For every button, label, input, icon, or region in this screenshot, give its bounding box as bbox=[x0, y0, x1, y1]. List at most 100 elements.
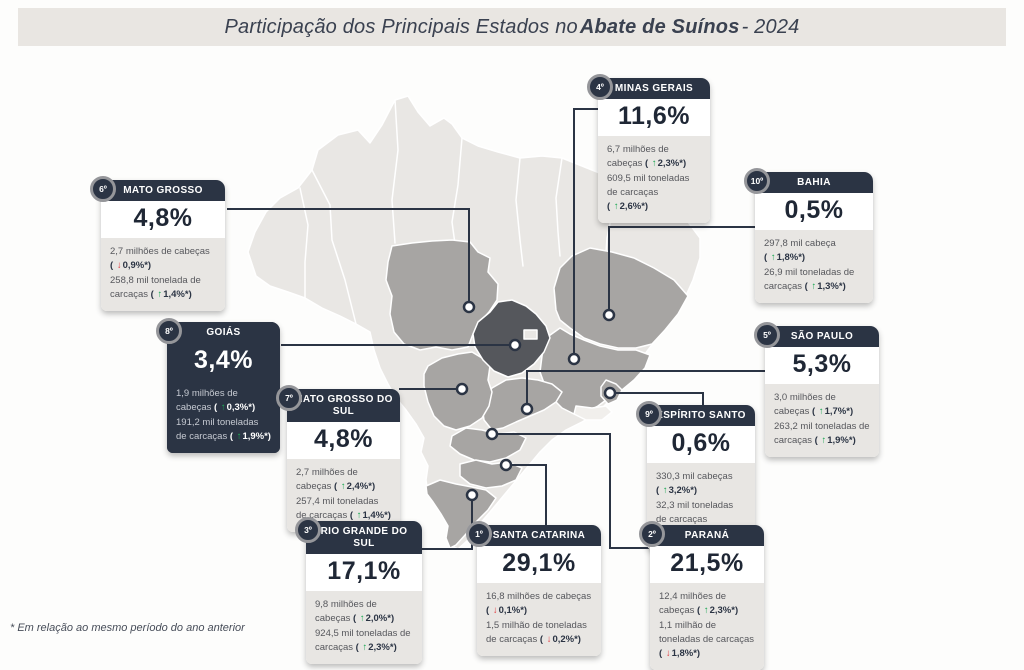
map-internal-borders bbox=[299, 99, 623, 325]
map-state-parana bbox=[449, 427, 527, 463]
state-name: GOIÁS bbox=[167, 322, 280, 343]
up-arrow-icon: ↑ bbox=[340, 481, 346, 493]
state-details: 6,7 milhões de cabeças ( ↑2,3%*) 609,5 m… bbox=[598, 136, 710, 224]
state-share: 4,8% bbox=[287, 422, 400, 459]
up-arrow-icon: ↑ bbox=[818, 406, 824, 418]
down-arrow-icon: ↓ bbox=[665, 648, 671, 659]
state-share: 5,3% bbox=[765, 347, 879, 384]
stat-heads: 6,7 milhões de cabeças ( ↑2,3%*) bbox=[607, 144, 687, 170]
state-share: 0,5% bbox=[755, 193, 873, 230]
stat-heads: 297,8 mil cabeça ( ↑1,8%*) bbox=[764, 238, 836, 264]
marker-espirito-santo bbox=[603, 386, 617, 400]
map-state-goias bbox=[472, 299, 551, 378]
state-name: PARANÁ bbox=[650, 525, 764, 546]
up-arrow-icon: ↑ bbox=[157, 288, 163, 300]
state-share: 0,6% bbox=[647, 426, 755, 463]
rank-label: 9º bbox=[645, 409, 653, 419]
state-card-goias: 8º GOIÁS 3,4% 1,9 milhões de cabeças ( ↑… bbox=[156, 318, 280, 453]
leader-espirito-santo bbox=[612, 392, 704, 406]
leader-lines bbox=[227, 108, 765, 550]
stat-carcass: 924,5 mil toneladas de carcaças ( ↑2,3%*… bbox=[315, 627, 411, 653]
state-details: 9,8 milhões de cabeças ( ↑2,0%*) 924,5 m… bbox=[306, 591, 422, 664]
marker-bahia bbox=[602, 308, 616, 322]
map-state-rio-de-janeiro bbox=[573, 405, 613, 421]
state-markers bbox=[455, 300, 617, 502]
state-name: SÃO PAULO bbox=[765, 326, 879, 347]
state-details: 16,8 milhões de cabeças ( ↓0,1%*) 1,5 mi… bbox=[477, 583, 601, 656]
rank-label: 4º bbox=[596, 82, 604, 92]
leader-mato-grosso bbox=[227, 208, 470, 307]
state-card-bahia: 10º BAHIA 0,5% 297,8 mil cabeça ( ↑1,8%*… bbox=[744, 168, 873, 303]
title-prefix: Participação dos Principais Estados no bbox=[224, 15, 578, 38]
up-arrow-icon: ↑ bbox=[613, 201, 619, 212]
stat-carcass: 191,2 mil toneladas de carcaças ( ↑1,9%*… bbox=[176, 416, 271, 442]
state-share: 29,1% bbox=[477, 546, 601, 583]
leader-parana bbox=[492, 433, 649, 549]
title-emphasis: Abate de Suínos bbox=[579, 15, 740, 38]
state-name: MATO GROSSO DO SUL bbox=[287, 389, 400, 422]
state-name: RIO GRANDE DO SUL bbox=[306, 521, 422, 554]
map-highlighted-states bbox=[385, 239, 689, 549]
rank-label: 1º bbox=[475, 529, 483, 539]
state-card-mato-grosso-do-sul: 7º MATO GROSSO DO SUL 4,8% 2,7 milhões d… bbox=[276, 385, 400, 532]
stat-heads: 3,0 milhões de cabeças ( ↑1,7%*) bbox=[774, 392, 854, 418]
up-arrow-icon: ↑ bbox=[770, 252, 776, 264]
map-state-distrito-federal bbox=[523, 329, 538, 340]
state-name: MATO GROSSO bbox=[101, 180, 225, 201]
up-arrow-icon: ↑ bbox=[811, 280, 817, 292]
rank-label: 8º bbox=[165, 326, 173, 336]
state-card-minas-gerais: 4º MINAS GERAIS 11,6% 6,7 milhões de cab… bbox=[587, 74, 710, 224]
stat-heads: 1,9 milhões de cabeças ( ↑0,3%*) bbox=[176, 388, 256, 414]
rank-badge: 9º bbox=[636, 401, 662, 427]
stat-carcass: 258,8 mil tonelada de carcaças ( ↑1,4%*) bbox=[110, 274, 201, 300]
rank-label: 10º bbox=[750, 176, 764, 186]
up-arrow-icon: ↑ bbox=[651, 158, 657, 170]
up-arrow-icon: ↑ bbox=[236, 430, 242, 442]
marker-santa-catarina bbox=[499, 458, 513, 472]
rank-label: 6º bbox=[99, 184, 107, 194]
marker-parana bbox=[485, 427, 499, 441]
marker-rio-grande-do-sul bbox=[465, 488, 479, 502]
state-card-mato-grosso: 6º MATO GROSSO 4,8% 2,7 milhões de cabeç… bbox=[90, 176, 225, 311]
rank-badge: 4º bbox=[587, 74, 613, 100]
stat-heads: 2,7 milhões de cabeças ( ↓0,9%*) bbox=[110, 246, 210, 272]
rank-badge: 8º bbox=[156, 318, 182, 344]
footnote: * Em relação ao mesmo período do ano ant… bbox=[10, 622, 245, 634]
leader-bahia bbox=[608, 226, 755, 315]
rank-badge: 10º bbox=[744, 168, 770, 194]
up-arrow-icon: ↑ bbox=[359, 613, 365, 625]
up-arrow-icon: ↑ bbox=[220, 402, 226, 414]
rank-label: 5º bbox=[763, 330, 771, 340]
marker-minas-gerais bbox=[567, 352, 581, 366]
marker-mato-grosso-do-sul bbox=[455, 382, 469, 396]
state-name: MINAS GERAIS bbox=[598, 78, 710, 99]
down-arrow-icon: ↓ bbox=[116, 260, 122, 272]
down-arrow-icon: ↓ bbox=[546, 633, 552, 645]
stat-heads: 2,7 milhões de cabeças ( ↑2,4%*) bbox=[296, 467, 376, 493]
leader-sao-paulo bbox=[526, 370, 765, 409]
state-details: 2,7 milhões de cabeças ( ↓0,9%*) 258,8 m… bbox=[101, 238, 225, 311]
rank-badge: 3º bbox=[295, 517, 321, 543]
stat-carcass: 257,4 mil toneladas de carcaças ( ↑1,4%*… bbox=[296, 495, 391, 521]
state-details: 12,4 milhões de cabeças ( ↑2,3%*) 1,1 mi… bbox=[650, 583, 764, 670]
marker-sao-paulo bbox=[520, 402, 534, 416]
state-share: 3,4% bbox=[167, 343, 280, 380]
state-details: 297,8 mil cabeça ( ↑1,8%*) 26,9 mil tone… bbox=[755, 230, 873, 303]
marker-mato-grosso bbox=[462, 300, 476, 314]
page-title: Participação dos Principais Estados no A… bbox=[18, 8, 1006, 46]
stat-carcass: 1,1 milhão de toneladas de carcaças ( ↓1… bbox=[659, 619, 755, 660]
up-arrow-icon: ↑ bbox=[821, 434, 827, 446]
leader-santa-catarina bbox=[506, 464, 547, 526]
up-arrow-icon: ↑ bbox=[703, 605, 709, 617]
state-details: 1,9 milhões de cabeças ( ↑0,3%*) 191,2 m… bbox=[167, 380, 280, 453]
leader-rio-grande-do-sul bbox=[421, 495, 473, 550]
state-details: 3,0 milhões de cabeças ( ↑1,7%*) 263,2 m… bbox=[765, 384, 879, 457]
down-arrow-icon: ↓ bbox=[492, 605, 498, 617]
state-card-parana: 2º PARANÁ 21,5% 12,4 milhões de cabeças … bbox=[639, 521, 764, 670]
stat-heads: 16,8 milhões de cabeças ( ↓0,1%*) bbox=[486, 591, 592, 617]
title-suffix: - 2024 bbox=[741, 15, 800, 38]
up-arrow-icon: ↑ bbox=[362, 641, 368, 653]
state-share: 11,6% bbox=[598, 99, 710, 136]
rank-label: 2º bbox=[648, 529, 656, 539]
up-arrow-icon: ↑ bbox=[356, 509, 362, 521]
